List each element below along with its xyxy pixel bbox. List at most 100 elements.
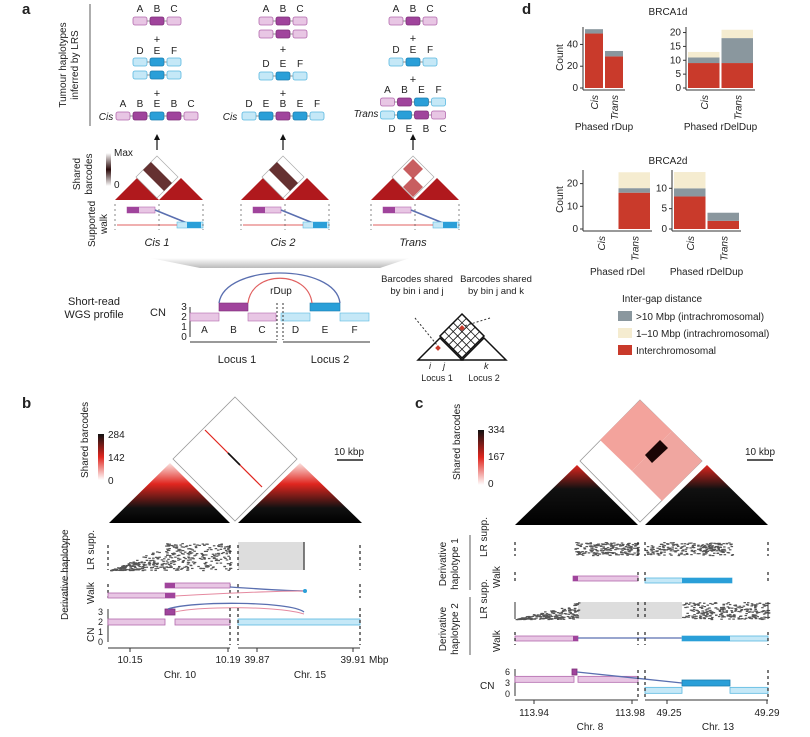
read-mark <box>576 544 579 545</box>
plus-sign: + <box>280 44 286 56</box>
read-mark <box>602 546 605 547</box>
segment-label-B: B <box>401 85 408 96</box>
segment-label-B: B <box>137 99 144 110</box>
read-mark <box>152 567 155 568</box>
read-mark <box>217 545 220 546</box>
read-mark <box>133 569 136 570</box>
read-mark <box>182 550 185 551</box>
read-mark <box>611 543 614 544</box>
read-mark <box>167 562 170 563</box>
read-mark <box>670 549 673 550</box>
read-mark <box>619 544 622 545</box>
read-mark <box>701 612 704 613</box>
read-mark <box>695 616 698 617</box>
read-mark <box>167 559 170 560</box>
read-mark <box>686 547 689 548</box>
plus-sign: + <box>410 74 416 86</box>
legend-label-inter: Interchromosomal <box>636 346 716 357</box>
read-mark <box>570 609 573 610</box>
read-mark <box>722 552 725 553</box>
read-mark <box>723 616 726 617</box>
read-mark <box>611 548 614 549</box>
read-mark <box>720 544 723 545</box>
read-mark <box>211 556 214 557</box>
read-mark <box>686 554 689 555</box>
read-mark <box>146 560 149 561</box>
read-mark <box>681 543 684 544</box>
read-mark <box>709 555 712 556</box>
bar-cis-0 <box>688 63 720 88</box>
read-mark <box>743 606 746 607</box>
read-mark <box>134 567 137 568</box>
cn-arc-2 <box>175 608 304 614</box>
read-mark <box>622 548 625 549</box>
panel-label-b: b <box>22 395 31 412</box>
read-mark <box>713 612 716 613</box>
c-colorbar <box>478 430 484 485</box>
read-mark <box>588 552 591 553</box>
read-mark <box>158 557 161 558</box>
read-mark <box>153 565 156 566</box>
cn-tick: 1 <box>181 322 187 333</box>
segment-label-C: C <box>296 4 303 15</box>
segment-label-A: A <box>263 4 270 15</box>
read-mark <box>526 616 529 617</box>
read-mark <box>700 607 703 608</box>
y-tick-label: 5 <box>675 69 681 80</box>
read-mark <box>585 543 588 544</box>
segment-block-F <box>167 71 181 79</box>
panel-label-d: d <box>522 1 531 18</box>
read-mark <box>576 548 579 549</box>
read-mark <box>189 545 192 546</box>
segment-label-B: B <box>280 4 287 15</box>
read-mark <box>692 545 695 546</box>
read-mark <box>213 545 216 546</box>
read-mark <box>181 568 184 569</box>
read-mark <box>224 566 227 567</box>
b-chr-left: Chr. 10 <box>164 670 197 681</box>
read-mark <box>726 610 729 611</box>
heatmaps: Cis 1 Cis 2 Trans <box>115 134 459 249</box>
read-mark <box>136 560 139 561</box>
read-mark <box>584 552 587 553</box>
read-mark <box>203 557 206 558</box>
read-mark <box>675 548 678 549</box>
read-mark <box>724 608 727 609</box>
wgs-label-wrap: Short-read WGS profile <box>58 296 130 326</box>
read-mark <box>747 609 750 610</box>
read-mark <box>146 567 149 568</box>
read-mark <box>188 552 191 553</box>
b-scale-mid: 142 <box>108 453 125 464</box>
read-mark <box>576 615 579 616</box>
read-mark <box>170 561 173 562</box>
read-mark <box>685 603 688 604</box>
cn-tick: 0 <box>505 689 510 699</box>
segment-block-A <box>116 112 130 120</box>
c-walk-label-2: Walk <box>492 629 503 652</box>
cn-segment-label-A: A <box>201 325 208 336</box>
c-lr-supp-label-1: LR supp. <box>479 517 490 557</box>
read-mark <box>754 610 757 611</box>
bar-trans-2 <box>722 30 754 38</box>
read-mark <box>731 608 734 609</box>
read-mark <box>143 564 146 565</box>
read-mark <box>714 547 717 548</box>
read-mark <box>651 550 654 551</box>
read-mark <box>690 610 693 611</box>
tumour-haplotypes-label-wrap: Tumour haplotypes inferred by LRS <box>58 5 88 125</box>
read-mark <box>710 544 713 545</box>
read-mark <box>155 568 158 569</box>
walk-link <box>175 591 305 596</box>
cn-tick: 6 <box>505 667 510 677</box>
read-mark <box>175 570 178 571</box>
read-mark <box>194 562 197 563</box>
read-mark <box>693 603 696 604</box>
segment-block-F <box>293 72 307 80</box>
y-axis-label: Count <box>555 44 566 71</box>
segment-block-E <box>406 58 420 66</box>
read-mark <box>627 550 630 551</box>
read-mark <box>719 614 722 615</box>
read-mark <box>688 604 691 605</box>
cn-tick: 0 <box>98 637 103 647</box>
cn-tick: 0 <box>181 332 187 343</box>
